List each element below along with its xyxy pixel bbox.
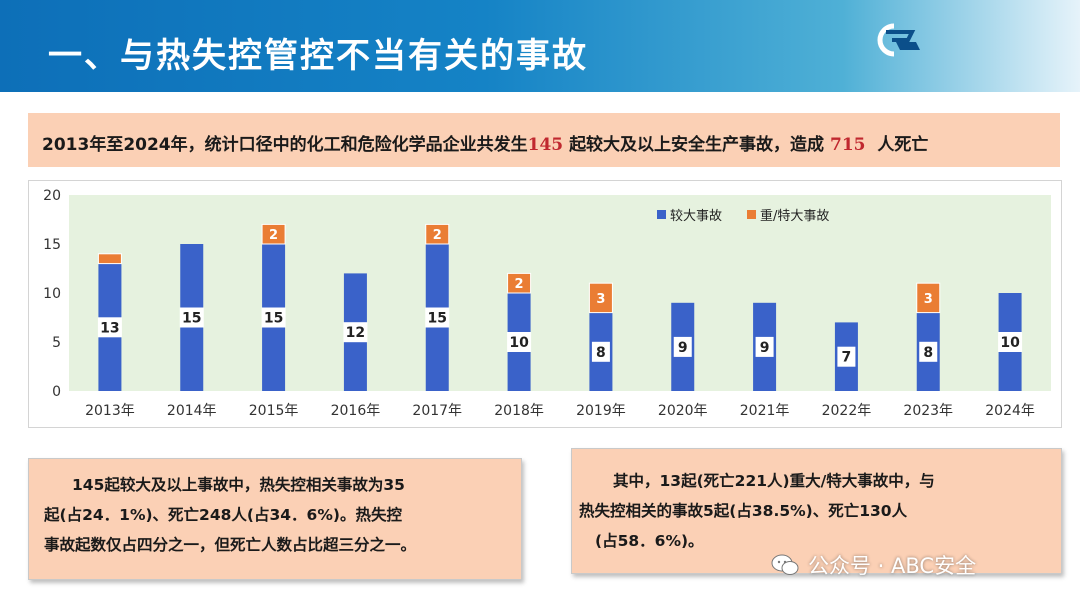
summary-prefix: 2013年至2024年，统计口径中的化工和危险化学品企业共发生 (42, 135, 528, 155)
bar-chart: 0 5 10 15 20 13 2013年 15 2014年 15 2 2015年 12 2016年 15 2… (43, 188, 1051, 419)
slide-title: 一、与热失控管控不当有关的事故 (48, 36, 588, 76)
watermark: 公众号 · ABC安全 (770, 551, 976, 579)
note-left-line2: 起(占24．1%)、死亡248人(占34．6%)。热失控 (44, 506, 402, 524)
legend-label-severe: 重/特大事故 (760, 209, 830, 224)
bar-severe (261, 223, 286, 245)
x-tick-label: 2023年 (903, 403, 953, 419)
data-label-major: 15 (428, 311, 447, 327)
summary-suffix: 人死亡 (877, 135, 929, 155)
note-right-line2: 热失控相关的事故5起(占38.5%)、死亡130人 (579, 502, 908, 520)
death-count: 715 (829, 135, 866, 155)
x-tick-label: 2015年 (249, 403, 299, 419)
note-left-box (28, 458, 522, 580)
legend-marker-severe (747, 210, 756, 219)
data-label-severe: 2 (269, 228, 278, 243)
x-tick-label: 2017年 (412, 403, 462, 419)
y-tick-label: 20 (43, 188, 61, 204)
note-right-box (571, 448, 1062, 574)
y-tick-label: 5 (52, 335, 61, 351)
data-label-bg (919, 341, 938, 362)
company-logo (877, 23, 920, 57)
summary-middle: 起较大及以上安全生产事故，造成 (569, 135, 825, 155)
accident-count: 145 (527, 135, 564, 155)
x-tick-label: 2013年 (85, 403, 135, 419)
bar-severe (588, 282, 613, 314)
data-label-bg (425, 307, 450, 328)
bar-severe (97, 253, 122, 265)
note-left-text: 145起较大及以上事故中，热失控相关事故为35 起(占24．1%)、死亡248人… (44, 470, 416, 560)
data-label-bg (998, 332, 1023, 352)
legend-marker-major (657, 210, 666, 219)
watermark-text: 公众号 · ABC安全 (808, 554, 977, 578)
data-label-bg (507, 332, 532, 352)
bar-severe (916, 282, 941, 314)
data-label-bg (261, 307, 286, 328)
wechat-icon (771, 554, 799, 575)
data-label-severe: 2 (515, 277, 524, 292)
note-right-line3: (占58．6%)。 (595, 532, 704, 550)
x-tick-label: 2019年 (576, 403, 626, 419)
data-label-major: 7 (842, 350, 852, 366)
x-tick-label: 2018年 (494, 403, 544, 419)
x-tick-label: 2014年 (167, 403, 217, 419)
legend-label-major: 较大事故 (670, 209, 723, 224)
data-label-severe: 2 (433, 228, 442, 243)
note-left-line1: 145起较大及以上事故中，热失控相关事故为35 (72, 476, 405, 494)
data-label-major: 15 (182, 311, 201, 327)
note-right-text: 其中，13起(死亡221人)重大/特大事故中，与 热失控相关的事故5起(占38.… (579, 466, 935, 556)
x-tick-label: 2021年 (740, 403, 790, 419)
x-tick-label: 2024年 (985, 403, 1035, 419)
data-label-major: 9 (760, 340, 770, 356)
data-label-major: 15 (264, 311, 283, 327)
bar-severe (507, 272, 532, 294)
data-label-major: 8 (596, 345, 606, 361)
data-label-bg (591, 341, 610, 362)
note-right-line1: 其中，13起(死亡221人)重大/特大事故中，与 (613, 472, 935, 490)
data-label-bg (837, 346, 856, 367)
data-label-severe: 3 (924, 292, 933, 307)
data-label-bg (179, 307, 204, 328)
data-label-bg (673, 336, 692, 357)
summary-text: 2013年至2024年，统计口径中的化工和危险化学品企业共发生145 起较大及以… (42, 130, 928, 155)
note-left-line3: 事故起数仅占四分之一，但死亡人数占比超三分之一。 (44, 536, 417, 554)
data-label-bg (97, 317, 122, 338)
plot-area (69, 195, 1051, 391)
bar-severe (425, 223, 450, 245)
data-label-major: 8 (923, 345, 933, 361)
data-label-major: 9 (678, 340, 688, 356)
summary-banner (28, 113, 1060, 167)
x-tick-label: 2020年 (658, 403, 708, 419)
data-label-major: 12 (346, 325, 365, 341)
data-label-bg (755, 336, 774, 357)
x-tick-label: 2022年 (822, 403, 872, 419)
data-label-bg (343, 322, 368, 343)
chart-container: 0 5 10 15 20 13 2013年 15 2014年 15 2 2015年 12 2016年 15 2… (28, 180, 1062, 428)
y-tick-label: 10 (43, 286, 61, 302)
y-tick-label: 0 (52, 384, 61, 400)
data-label-major: 10 (1000, 335, 1020, 351)
data-label-major: 13 (100, 320, 119, 336)
y-tick-label: 15 (43, 237, 61, 253)
data-label-severe: 3 (596, 292, 605, 307)
x-tick-label: 2016年 (331, 403, 381, 419)
data-label-major: 10 (509, 335, 529, 351)
